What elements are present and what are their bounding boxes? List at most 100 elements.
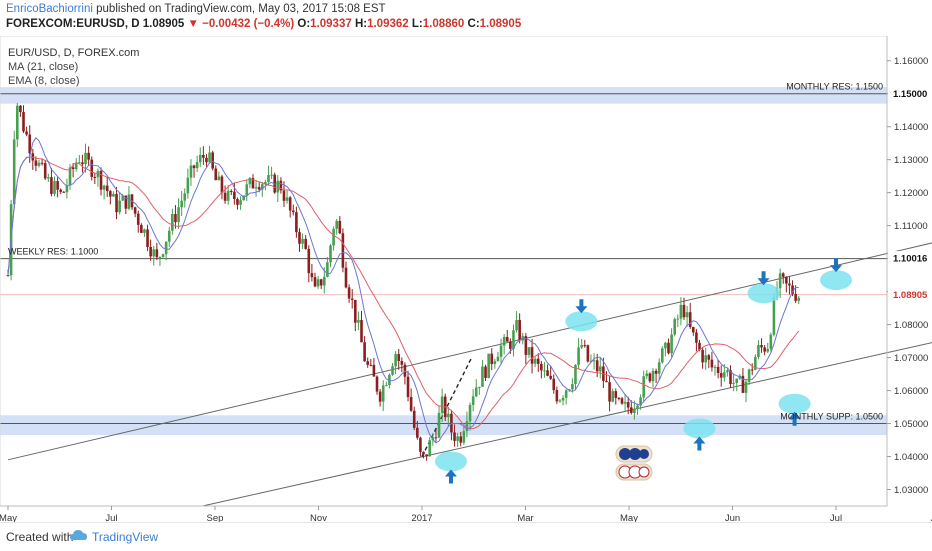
candle-body	[124, 195, 128, 209]
candle-body	[146, 229, 149, 247]
candle-body	[729, 370, 732, 384]
markers-layer	[434, 258, 852, 484]
x-tick-label: Jul	[105, 513, 117, 522]
candle-body	[558, 400, 562, 402]
candle-body	[772, 297, 776, 335]
candle-body	[363, 342, 366, 362]
candle-body	[304, 238, 307, 249]
candle-body	[741, 375, 745, 393]
candle-body	[763, 347, 766, 352]
symbol-label: FOREXCOM:EURUSD, D	[6, 18, 140, 30]
candle-body	[540, 363, 543, 371]
dashed-trend-segment	[421, 357, 473, 457]
last-price: 1.08905	[142, 18, 185, 30]
candle-body	[155, 249, 159, 258]
price-tag-label: 1.08905	[893, 290, 928, 301]
time-axis[interactable]: MayJulSepNov2017MarMayJunJulAug	[0, 506, 932, 522]
legend-ema[interactable]: EMA (8, close)	[8, 75, 80, 87]
y-tick-label: 1.16000	[894, 56, 928, 67]
down-arrow-icon	[830, 258, 842, 273]
candle-body	[214, 168, 218, 181]
candle-body	[6, 275, 10, 277]
candle-body	[701, 349, 704, 363]
arrow-shape	[444, 469, 457, 484]
candle-body	[502, 337, 506, 346]
candle-body	[595, 360, 599, 372]
candle-body	[583, 345, 587, 347]
level-label: MONTHLY SUPP: 1.0500	[780, 412, 883, 422]
candle-body	[580, 345, 583, 348]
candle-body	[685, 312, 689, 318]
candle-body	[778, 273, 782, 289]
trendline[interactable]	[202, 290, 932, 507]
candle-body	[248, 178, 252, 185]
candle-body	[543, 370, 546, 372]
candle-body	[530, 347, 534, 364]
candle-body	[136, 213, 140, 225]
candle-body	[319, 279, 323, 286]
candle-body	[28, 134, 32, 154]
chart-legend: EUR/USD, D, FOREX.com MA (21, close) EMA…	[8, 47, 139, 87]
candle-body	[180, 200, 183, 208]
candle-body	[747, 369, 751, 382]
candle-body	[521, 336, 525, 341]
author-link[interactable]: EnricoBachiorrini	[6, 3, 93, 15]
candle-body	[484, 366, 487, 379]
candle-body	[474, 387, 478, 397]
candle-body	[102, 185, 106, 190]
legend-ma[interactable]: MA (21, close)	[8, 61, 78, 73]
price-chart[interactable]: 1.16000 1.15000 1.14000 1.13000 1.12000 1.110…	[0, 36, 932, 522]
x-tick-label: Nov	[310, 513, 327, 522]
candle-body	[84, 152, 87, 165]
candle-body	[657, 362, 661, 374]
candle-body	[47, 177, 50, 179]
candle-body	[65, 185, 69, 193]
candle-body	[202, 154, 205, 158]
candle-body	[478, 386, 481, 388]
candle-body	[115, 193, 118, 213]
candle-body	[127, 194, 131, 209]
price-axis[interactable]: 1.16000 1.15000 1.14000 1.13000 1.12000 1.110…	[887, 56, 928, 496]
candle-body	[189, 165, 193, 178]
candle-body	[536, 358, 540, 364]
candle-body	[37, 162, 41, 166]
candle-body	[164, 241, 168, 255]
close-label: C:	[467, 18, 480, 30]
candle-body	[99, 171, 103, 190]
published-text: published on TradingView.com, May 03, 20…	[96, 3, 386, 15]
arrow-shape	[788, 411, 801, 426]
candle-body	[112, 193, 115, 197]
price-tag-label: 1.10016	[893, 254, 927, 265]
x-tick-label: Mar	[517, 513, 533, 522]
candle-body	[388, 374, 391, 386]
candle-body	[546, 370, 549, 376]
candle-body	[487, 353, 490, 379]
candle-body	[369, 364, 373, 366]
candles-layer	[6, 102, 801, 461]
candle-body	[71, 167, 75, 170]
ma-21-line	[7, 156, 800, 430]
y-tick-label: 1.07000	[894, 353, 928, 364]
tradingview-cloud-icon[interactable]	[70, 529, 88, 546]
candle-body	[270, 174, 273, 176]
x-tick-label: Jul	[830, 513, 842, 522]
candle-body	[31, 153, 35, 161]
us-flag-icon	[615, 463, 653, 481]
candle-body	[552, 378, 556, 391]
tradingview-link[interactable]: TradingView	[92, 530, 159, 544]
candle-body	[133, 207, 137, 214]
candle-body	[750, 369, 754, 371]
candle-body	[456, 436, 459, 441]
candle-body	[533, 358, 537, 364]
candle-body	[481, 366, 484, 387]
candle-body	[698, 342, 701, 350]
candle-body	[322, 276, 326, 286]
candle-body	[43, 163, 47, 179]
candle-body	[664, 342, 667, 349]
y-tick-label: 1.04000	[894, 452, 928, 463]
candle-body	[140, 224, 143, 233]
candle-body	[19, 105, 22, 112]
eu-flag-icon	[615, 445, 653, 463]
candle-body	[96, 171, 100, 178]
candle-body	[291, 210, 295, 213]
